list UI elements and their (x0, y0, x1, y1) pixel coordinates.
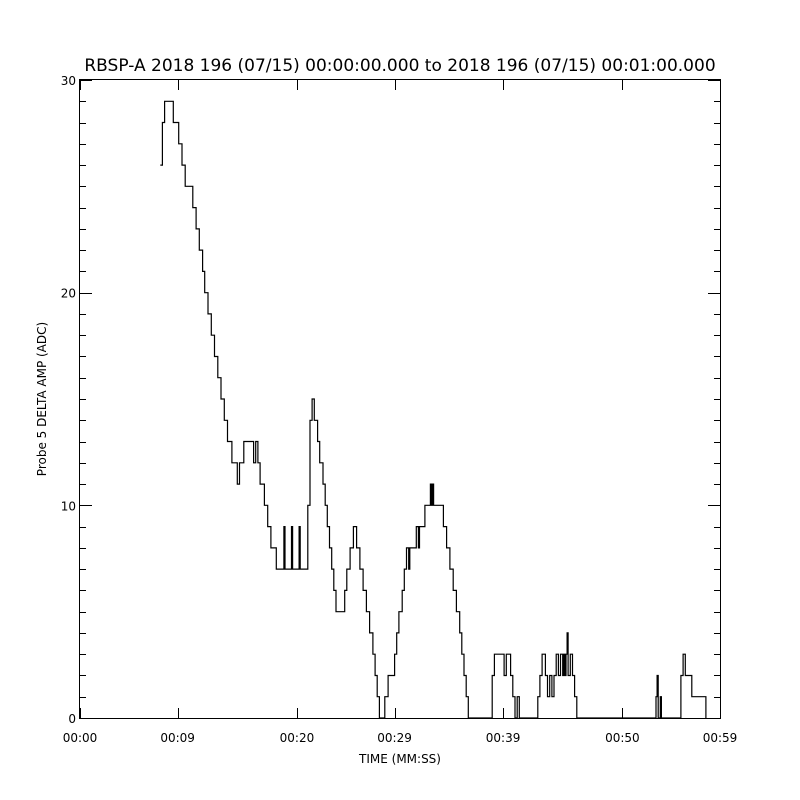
y-tick-label: 30 (61, 74, 76, 88)
y-axis: 0 10 20 30 (61, 74, 720, 726)
x-tick-label: 00:39 (486, 731, 521, 745)
plot-frame (79, 79, 721, 719)
x-tick-label: 00:50 (605, 731, 640, 745)
x-tick-label: 00:20 (280, 731, 315, 745)
x-tick-label: 00:59 (703, 731, 738, 745)
x-tick-label: 00:09 (160, 731, 195, 745)
x-axis: 00:00 00:09 00:20 00:29 00:39 00:50 00:59 (63, 80, 738, 745)
x-axis-label: TIME (MM:SS) (358, 752, 441, 766)
chart-title: RBSP-A 2018 196 (07/15) 00:00:00.000 to … (84, 56, 715, 76)
y-tick-label: 0 (68, 712, 76, 726)
y-tick-label: 10 (61, 499, 76, 513)
y-tick-label: 20 (61, 287, 76, 301)
series-line (160, 100, 707, 719)
x-tick-label: 00:00 (63, 731, 98, 745)
y-axis-label: Probe 5 DELTA AMP (ADC) (35, 322, 49, 476)
x-tick-label: 00:29 (377, 731, 412, 745)
